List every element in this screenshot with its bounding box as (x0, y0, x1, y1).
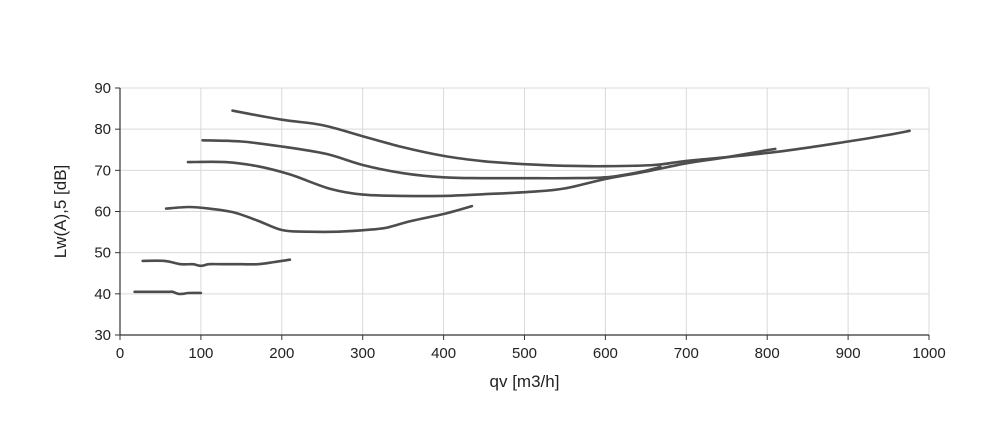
x-tick-label: 800 (755, 345, 780, 362)
x-tick-label: 200 (269, 345, 294, 362)
y-tick-label: 90 (94, 80, 111, 97)
x-tick-label: 100 (188, 345, 213, 362)
y-tick-label: 50 (94, 245, 111, 262)
y-tick-label: 60 (94, 204, 111, 221)
x-tick-label: 1000 (912, 345, 945, 362)
x-axis-title: qv [m3/h] (490, 372, 560, 391)
series-line-6 (231, 109, 911, 168)
x-tick-label: 500 (512, 345, 537, 362)
grid (120, 87, 930, 335)
x-tick-label: 0 (116, 345, 124, 362)
series-line-1 (133, 290, 203, 296)
y-axis-title: Lw(A),5 [dB] (51, 165, 70, 259)
series-line-5 (201, 139, 662, 180)
series-line-4 (186, 147, 777, 198)
y-tick-label: 70 (94, 162, 111, 179)
x-tick-label: 700 (674, 345, 699, 362)
series-line-2 (141, 258, 292, 268)
y-tick-label: 40 (94, 286, 111, 303)
ticks: 0 100 200 300 400 500 600 700 800 900 1000 30 40 50 60… (94, 80, 945, 362)
y-tick-label: 80 (94, 121, 111, 138)
x-tick-label: 600 (593, 345, 618, 362)
x-tick-label: 400 (431, 345, 456, 362)
y-tick-label: 30 (94, 327, 111, 344)
x-tick-label: 900 (836, 345, 861, 362)
x-tick-label: 300 (350, 345, 375, 362)
series-line-3 (164, 204, 474, 234)
series-group (133, 109, 911, 296)
